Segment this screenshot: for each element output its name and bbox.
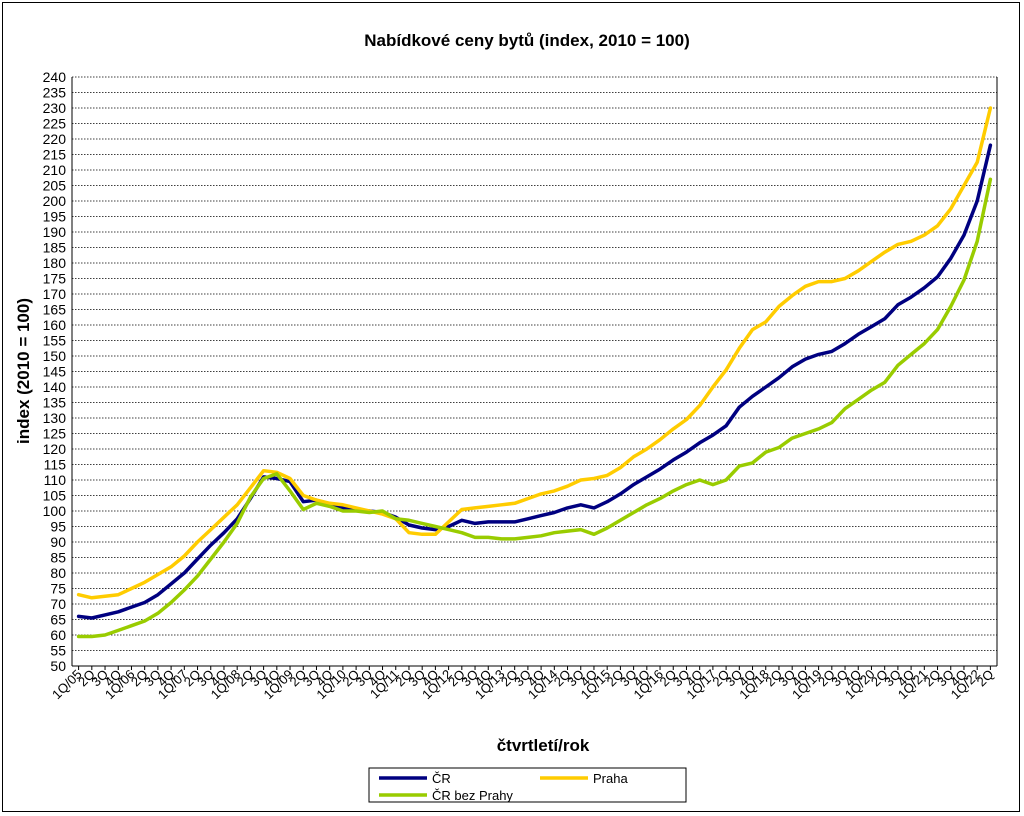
y-tick-label: 235: [43, 85, 67, 101]
series-line-2: [76, 177, 993, 639]
y-tick-label: 160: [43, 317, 67, 333]
series-lines: [76, 106, 993, 639]
y-tick-label: 195: [43, 209, 67, 225]
series-line-0: [76, 143, 993, 620]
legend-label: ČR bez Prahy: [432, 788, 513, 803]
y-tick-label: 95: [50, 519, 66, 535]
y-tick-label: 240: [43, 69, 67, 85]
y-tick-label: 190: [43, 224, 67, 240]
y-tick-label: 180: [43, 255, 67, 271]
axes: [71, 77, 998, 670]
y-tick-label: 60: [50, 627, 66, 643]
y-tick-label: 150: [43, 348, 67, 364]
x-axis-title: čtvrtletí/rok: [497, 736, 590, 755]
legend-box: [368, 767, 687, 803]
y-tick-label: 135: [43, 395, 67, 411]
gridlines: [72, 76, 997, 667]
y-tick-labels: 5055606570758085909510010511011512012513…: [43, 69, 67, 674]
y-tick-label: 110: [44, 472, 67, 488]
y-tick-label: 230: [43, 100, 67, 116]
y-tick-label: 225: [43, 116, 67, 132]
y-tick-label: 140: [43, 379, 67, 395]
y-tick-label: 130: [43, 410, 67, 426]
y-tick-label: 75: [50, 581, 66, 597]
y-tick-label: 65: [50, 612, 66, 628]
y-tick-label: 80: [50, 565, 66, 581]
y-tick-label: 205: [43, 178, 67, 194]
x-tick-labels: 1Q/052Q3Q4Q1Q/062Q3Q4Q1Q/072Q3Q4Q1Q/082Q…: [49, 667, 996, 703]
legend-label: Praha: [593, 771, 628, 786]
y-tick-label: 100: [43, 503, 67, 519]
chart-title: Nabídkové ceny bytů (index, 2010 = 100): [364, 31, 690, 50]
y-axis-title: index (2010 = 100): [14, 298, 33, 444]
y-tick-label: 175: [43, 271, 67, 287]
y-tick-label: 55: [50, 643, 66, 659]
y-tick-label: 90: [50, 534, 66, 550]
series-line-1: [76, 106, 993, 600]
y-tick-label: 85: [50, 550, 66, 566]
y-tick-label: 145: [43, 364, 67, 380]
y-tick-label: 70: [50, 596, 66, 612]
y-tick-label: 215: [43, 147, 67, 163]
y-tick-label: 200: [43, 193, 67, 209]
y-tick-label: 185: [43, 240, 67, 256]
y-tick-label: 220: [43, 131, 67, 147]
y-tick-label: 125: [43, 426, 67, 442]
y-tick-label: 170: [43, 286, 67, 302]
y-tick-label: 115: [44, 457, 67, 473]
y-tick-label: 210: [43, 162, 67, 178]
legend-label: ČR: [432, 771, 451, 786]
y-tick-label: 50: [50, 658, 66, 674]
y-tick-label: 105: [43, 488, 67, 504]
y-tick-label: 165: [43, 302, 67, 318]
legend: ČR Praha ČR bez Prahy: [368, 767, 687, 803]
y-tick-label: 155: [43, 333, 67, 349]
y-tick-label: 120: [43, 441, 67, 457]
